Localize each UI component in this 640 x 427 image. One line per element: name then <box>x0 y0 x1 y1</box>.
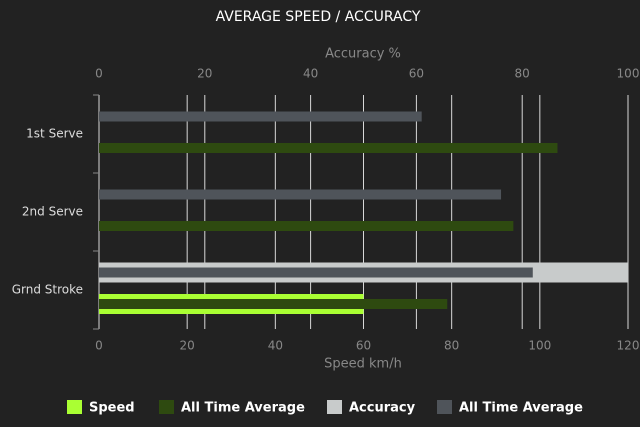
bar <box>99 221 514 231</box>
y-tick-label: Grnd Stroke <box>12 283 83 297</box>
x-tick-label: 40 <box>268 339 283 353</box>
x-tick-label: 60 <box>356 339 371 353</box>
x-tick-label: 20 <box>180 339 195 353</box>
x-tick-label: 80 <box>444 339 459 353</box>
x2-tick-label: 80 <box>515 67 530 81</box>
bar <box>99 143 558 153</box>
x-tick-label: 120 <box>617 339 640 353</box>
x2-tick-label: 40 <box>303 67 318 81</box>
bar <box>99 189 502 200</box>
legend-swatch <box>437 400 452 414</box>
x2-tick-label: 0 <box>95 67 103 81</box>
bar <box>99 111 422 122</box>
legend-label: Speed <box>89 401 135 416</box>
x-axis-label: Speed km/h <box>324 357 402 372</box>
x2-tick-label: 100 <box>617 67 640 81</box>
legend-swatch <box>159 400 174 414</box>
x-tick-label: 0 <box>95 339 103 353</box>
y-tick-label: 1st Serve <box>26 127 83 141</box>
x2-axis-label: Accuracy % <box>325 47 401 62</box>
legend-swatch <box>327 400 342 414</box>
x-tick-label: 100 <box>528 339 551 353</box>
bar <box>99 299 448 309</box>
bar <box>99 267 533 278</box>
x2-tick-label: 20 <box>197 67 212 81</box>
legend-label: All Time Average <box>181 401 305 416</box>
legend-swatch <box>67 400 82 414</box>
y-tick-label: 2nd Serve <box>22 205 83 219</box>
chart-title: AVERAGE SPEED / ACCURACY <box>216 9 421 25</box>
x2-tick-label: 60 <box>409 67 424 81</box>
legend-label: Accuracy <box>349 401 416 416</box>
legend-label: All Time Average <box>459 401 583 416</box>
